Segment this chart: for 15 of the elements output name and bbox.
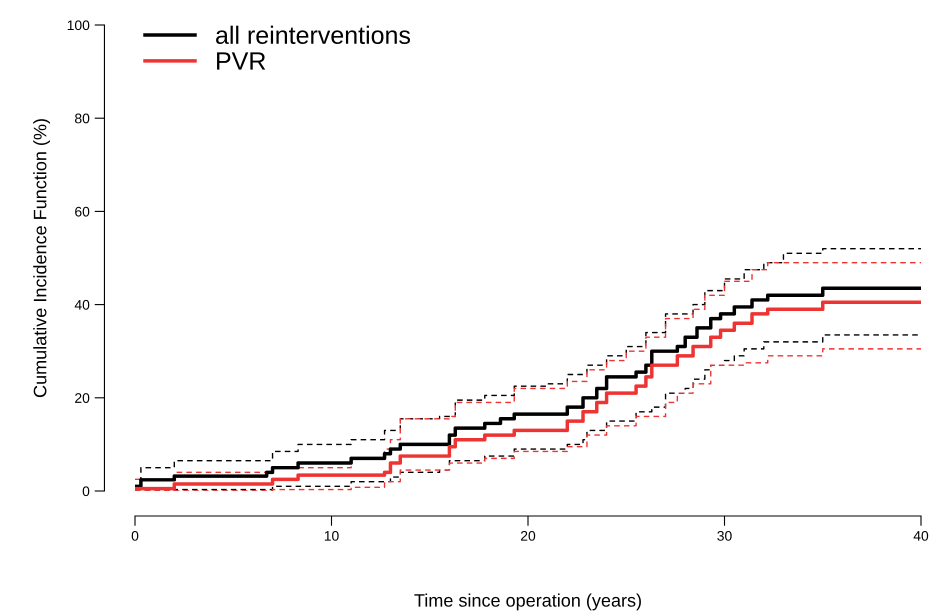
y-tick-label: 100 [68,20,90,30]
y-tick-label: 0 [82,486,90,496]
legend-label: all reinterventions [216,26,410,44]
y-axis-title: Cumulative Incidence Function (%) [33,119,50,398]
legend-label: PVR [217,52,266,70]
y-tick-label: 60 [75,206,90,217]
x-tick-label: 20 [520,530,536,541]
x-axis-title: Time since operation (years) [414,594,641,610]
y-tick-label: 40 [74,300,90,310]
x-tick-label: 30 [717,530,732,541]
x-tick-label: 40 [914,530,928,541]
y-tick-label: 80 [75,114,90,124]
x-tick-label: 0 [132,530,138,541]
x-tick-label: 10 [324,530,339,541]
y-tick-label: 20 [75,393,90,403]
